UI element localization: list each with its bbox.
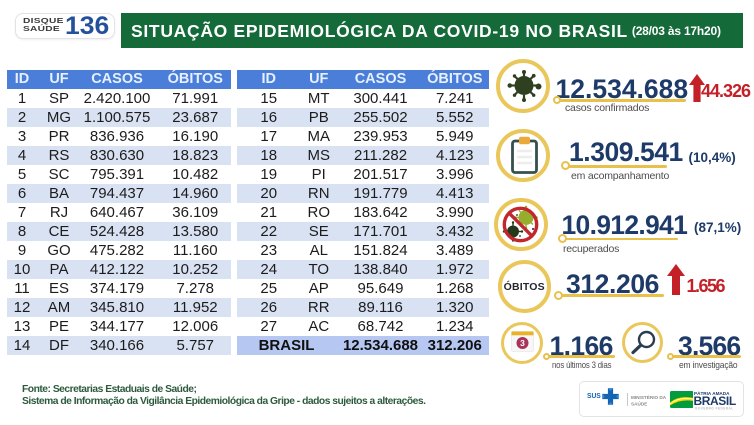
svg-text:3: 3 [520,338,525,348]
